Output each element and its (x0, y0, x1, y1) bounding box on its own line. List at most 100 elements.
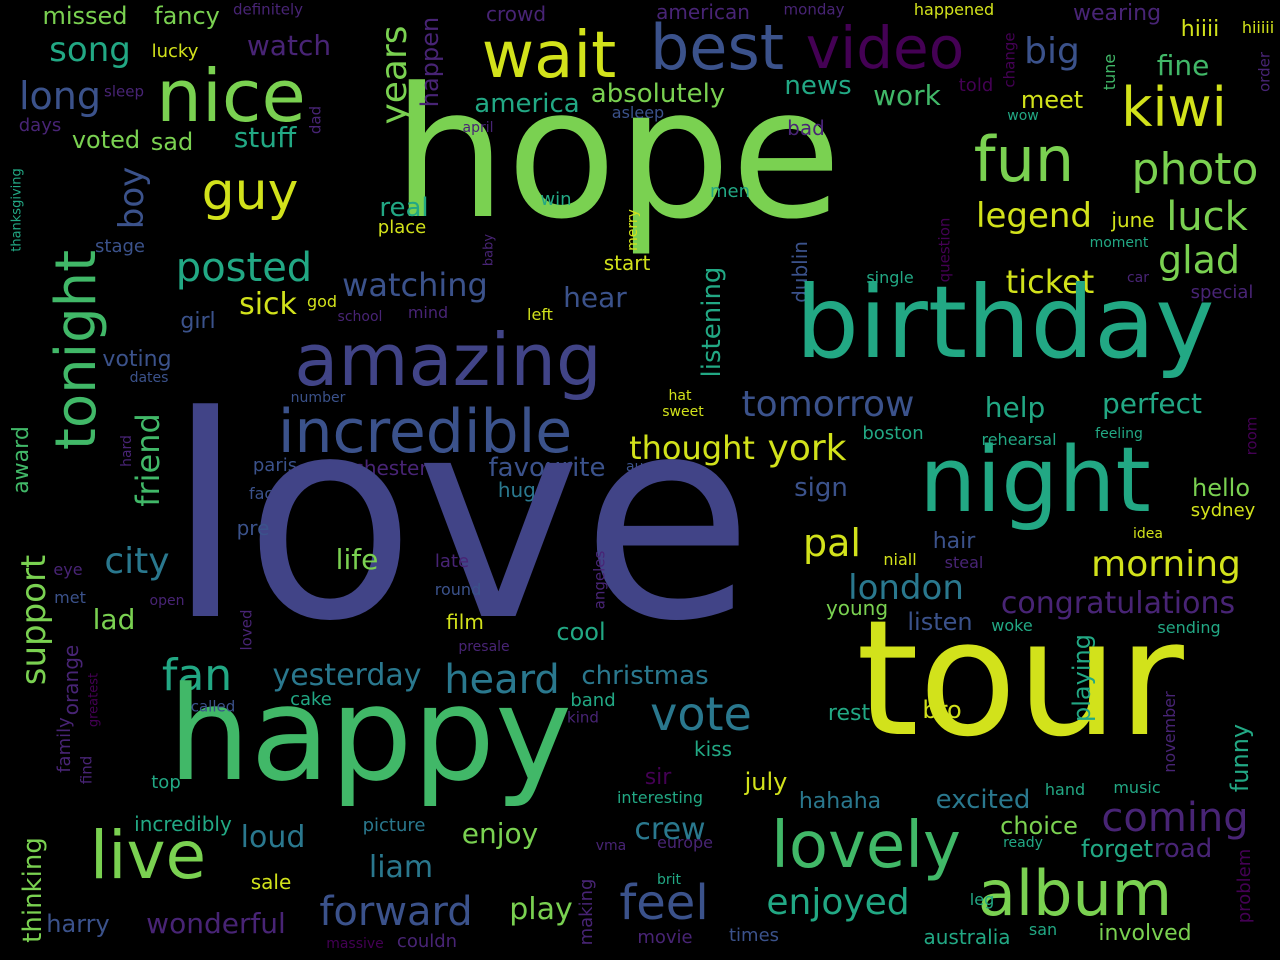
word-long: long (18, 74, 102, 118)
word-asleep: asleep (611, 103, 665, 122)
word-forward: forward (319, 889, 473, 935)
word-bad: bad (787, 116, 825, 140)
word-america: america (474, 89, 580, 119)
word-met: met (54, 588, 86, 607)
word-angeles: angeles (590, 550, 609, 610)
word-pal: pal (803, 521, 861, 565)
word-wow: wow (1007, 108, 1039, 124)
word-vote: vote (650, 687, 752, 741)
word-bro: bro (922, 696, 962, 724)
word-hello: hello (1192, 474, 1250, 502)
word-australia: australia (923, 925, 1011, 949)
word-dates: dates (129, 370, 169, 386)
word-thinking: thinking (18, 837, 48, 943)
word-hair: hair (932, 529, 976, 554)
word-fine: fine (1156, 49, 1210, 82)
word-ready: ready (1003, 835, 1043, 851)
word-steal: steal (944, 553, 984, 572)
word-support: support (14, 554, 54, 686)
word-change: change (1000, 32, 1019, 88)
word-award: award (9, 426, 34, 494)
word-left: left (527, 305, 553, 324)
word-road: road (1153, 834, 1213, 864)
word-presale: presale (458, 639, 510, 655)
word-album: album (977, 857, 1173, 930)
word-monday: monday (783, 0, 845, 19)
word-cool: cool (556, 618, 606, 646)
word-find: find (77, 755, 96, 785)
word-yesterday: yesterday (272, 658, 422, 693)
word-hope: hope (392, 50, 842, 259)
word-loud: loud (240, 820, 306, 855)
word-tomorrow: tomorrow (741, 384, 915, 425)
word-hiiii: hiiii (1180, 17, 1220, 42)
word-woke: woke (991, 616, 1033, 635)
word-face: face (248, 484, 284, 503)
word-happened: happened (913, 0, 995, 19)
word-play: play (509, 892, 573, 927)
word-york: york (767, 428, 847, 469)
word-love: love (166, 357, 754, 683)
word-round: round (434, 580, 482, 599)
word-hard: hard (119, 435, 135, 467)
word-tour: tour (856, 585, 1184, 772)
word-incredibly: incredibly (134, 812, 232, 836)
word-vma: vma (595, 838, 627, 854)
word-real: real (379, 193, 429, 223)
word-june: june (1111, 208, 1155, 232)
word-news: news (784, 71, 852, 101)
word-liam: liam (368, 850, 434, 885)
word-christmas: christmas (581, 661, 709, 691)
word-eye: eye (53, 560, 83, 579)
word-thought: thought (629, 429, 755, 467)
word-picture: picture (362, 815, 426, 836)
word-august: august (626, 459, 674, 475)
word-music: music (1113, 778, 1161, 797)
word-harry: harry (46, 910, 110, 938)
word-video: video (805, 14, 965, 82)
word-sweet: sweet (662, 404, 704, 420)
word-sending: sending (1157, 618, 1221, 637)
word-huge: huge (497, 478, 549, 502)
word-baby: baby (481, 233, 497, 267)
word-sleep: sleep (104, 82, 144, 101)
word-photo: photo (1131, 144, 1259, 195)
word-forget: forget (1081, 835, 1153, 863)
word-incredible: incredible (277, 397, 573, 467)
word-niall: niall (883, 550, 917, 569)
word-start: start (603, 251, 651, 275)
word-leg: leg (969, 890, 995, 909)
word-dad: dad (306, 105, 325, 135)
word-open: open (149, 593, 185, 609)
word-loved: loved (237, 609, 256, 651)
word-posted: posted (175, 245, 313, 291)
word-wait: wait (481, 19, 617, 93)
word-friend: friend (129, 413, 167, 507)
word-fan: fan (161, 650, 233, 701)
word-couldn: couldn (396, 931, 458, 952)
word-happen: happen (416, 16, 444, 108)
word-problem: problem (1234, 848, 1255, 924)
word-sign: sign (794, 473, 848, 503)
word-interesting: interesting (616, 788, 704, 807)
word-fancy: fancy (154, 2, 220, 30)
word-massive: massive (326, 936, 384, 952)
word-cake: cake (290, 689, 332, 710)
word-sad: sad (150, 128, 194, 156)
word-film: film (446, 610, 484, 634)
word-wearing: wearing (1072, 1, 1162, 26)
word-song: song (49, 30, 131, 70)
word-europe: europe (657, 833, 713, 852)
word-brit: brit (656, 872, 682, 888)
word-days: days (18, 115, 62, 136)
word-lucky: lucky (151, 41, 199, 62)
word-band: band (570, 690, 616, 711)
word-listen: listen (907, 608, 973, 636)
word-years: years (374, 25, 415, 125)
word-pre: pre (236, 516, 270, 540)
word-congratulations: congratulations (1000, 586, 1236, 621)
word-manchester: manchester (308, 456, 428, 480)
word-movie: movie (637, 927, 693, 948)
word-birthday: birthday (795, 264, 1215, 381)
